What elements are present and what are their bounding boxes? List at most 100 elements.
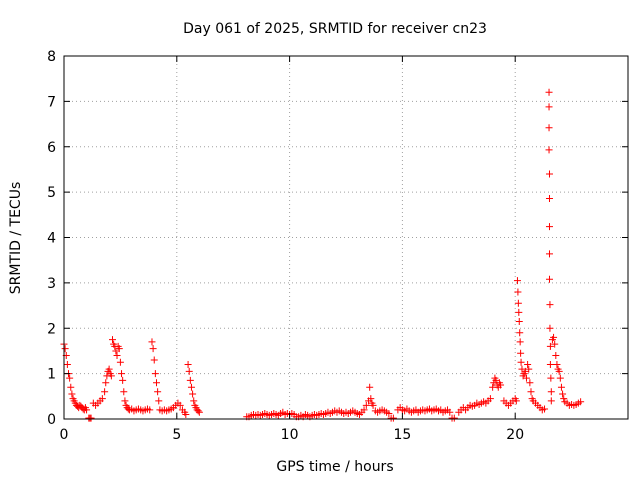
data-point [101, 388, 109, 396]
data-point [105, 365, 113, 373]
data-point [366, 383, 374, 391]
y-axis-label: SRMTID / TECUs [8, 182, 24, 295]
data-point [146, 406, 154, 414]
data-point [546, 361, 554, 369]
data-point [547, 388, 555, 396]
data-point [369, 401, 377, 409]
data-point [360, 406, 368, 414]
y-tick-label: 6 [47, 140, 56, 156]
data-point [152, 379, 160, 387]
data-point [120, 388, 128, 396]
axis-ticks: 0 1 2 3 4 5 6 7 8 0 5 10 15 20 [47, 49, 628, 443]
data-point [119, 376, 127, 384]
data-point [176, 401, 184, 409]
y-tick-label: 1 [47, 367, 56, 383]
data-point [450, 414, 458, 422]
data-point [541, 405, 549, 413]
y-tick-label: 3 [47, 276, 56, 292]
data-point [552, 351, 560, 359]
data-point [102, 379, 110, 387]
data-point [107, 372, 115, 380]
data-point [517, 349, 525, 357]
data-point [560, 395, 568, 403]
data-point [367, 395, 375, 403]
data-point [514, 299, 522, 307]
data-point [66, 374, 74, 382]
data-point [577, 398, 585, 406]
data-point [546, 324, 554, 332]
y-tick-label: 4 [47, 231, 56, 247]
data-point [389, 414, 397, 422]
data-point [553, 361, 561, 369]
y-tick-label: 0 [47, 412, 56, 428]
x-tick-label: 0 [60, 427, 69, 443]
data-point [547, 374, 555, 382]
data-point [190, 397, 198, 405]
data-point [186, 376, 194, 384]
data-point [195, 408, 203, 416]
data-point [497, 381, 505, 389]
x-tick-label: 5 [172, 427, 181, 443]
data-point [121, 397, 129, 405]
data-point [512, 397, 520, 405]
data-point [154, 388, 162, 396]
data-point [150, 356, 158, 364]
data-point [385, 410, 393, 418]
data-point [149, 345, 157, 353]
data-point [545, 194, 553, 202]
data-point [185, 367, 193, 375]
data-point [545, 275, 553, 283]
data-point [446, 408, 454, 416]
data-point [194, 407, 202, 415]
data-point [525, 365, 533, 373]
data-point [524, 361, 532, 369]
data-point [83, 406, 91, 414]
x-tick-label: 15 [393, 427, 411, 443]
data-point [526, 379, 534, 387]
data-point [87, 414, 95, 422]
y-tick-label: 7 [47, 94, 56, 110]
grid-lines [64, 56, 628, 419]
x-tick-label: 20 [506, 427, 524, 443]
data-point [109, 336, 117, 344]
data-point [189, 390, 197, 398]
y-tick-label: 8 [47, 49, 56, 65]
data-point [486, 395, 494, 403]
data-point [151, 370, 159, 378]
data-point [547, 397, 555, 405]
data-point [545, 103, 553, 111]
y-tick-label: 5 [47, 185, 56, 201]
data-point [67, 383, 75, 391]
data-point [118, 370, 126, 378]
data-point [545, 223, 553, 231]
data-point [515, 317, 523, 325]
data-point [115, 345, 123, 353]
data-point [546, 342, 554, 350]
data-point [551, 340, 559, 348]
data-point [513, 277, 521, 285]
data-point [155, 397, 163, 405]
data-point [550, 333, 558, 341]
data-point [362, 401, 370, 409]
data-point [182, 410, 190, 418]
data-point [516, 338, 524, 346]
x-tick-label: 10 [281, 427, 299, 443]
data-point [545, 124, 553, 132]
data-point [61, 345, 69, 353]
data-point [546, 301, 554, 309]
data-point [545, 88, 553, 96]
y-tick-label: 2 [47, 321, 56, 337]
data-point [559, 390, 567, 398]
x-axis-label: GPS time / hours [276, 459, 393, 475]
data-point [515, 308, 523, 316]
data-point [522, 374, 530, 382]
data-points [60, 88, 585, 422]
data-point [514, 288, 522, 296]
data-point [187, 383, 195, 391]
data-point [545, 146, 553, 154]
data-point [113, 351, 121, 359]
data-point [545, 170, 553, 178]
data-point [545, 250, 553, 258]
data-point [98, 395, 106, 403]
